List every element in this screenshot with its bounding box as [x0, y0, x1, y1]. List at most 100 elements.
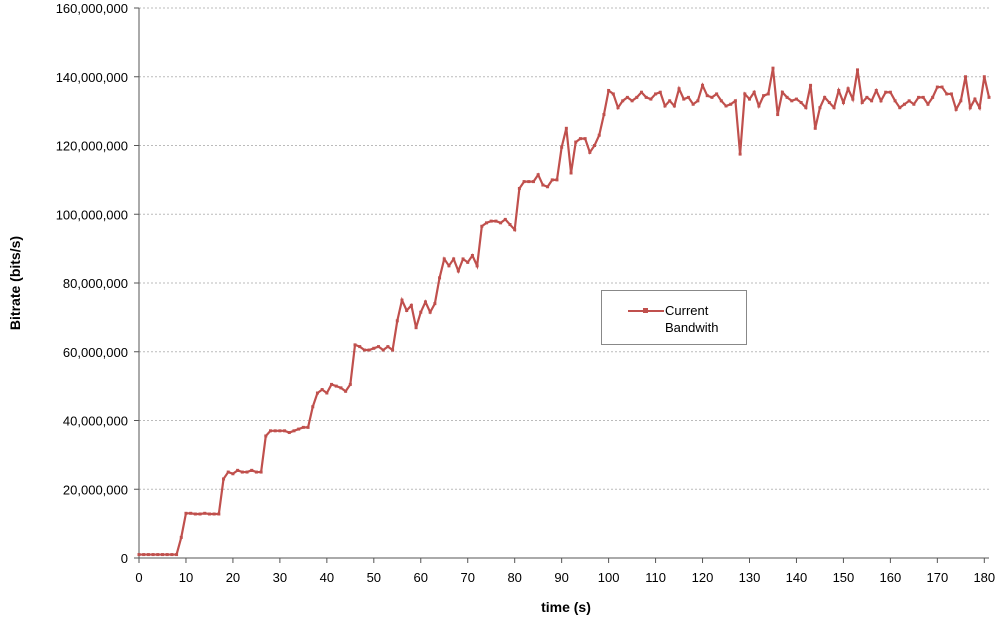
point-marker: [531, 180, 535, 184]
x-tick-label: 130: [739, 570, 761, 585]
point-marker: [649, 97, 653, 101]
point-marker: [508, 223, 512, 227]
point-marker: [931, 95, 935, 99]
point-marker: [832, 106, 836, 110]
point-marker: [470, 254, 474, 257]
point-marker: [719, 99, 723, 103]
point-marker: [841, 101, 845, 105]
point-marker: [921, 95, 925, 99]
x-tick-label: 110: [645, 570, 666, 585]
point-marker: [419, 310, 423, 314]
point-marker: [273, 429, 277, 433]
point-marker: [982, 75, 986, 79]
x-tick-label: 0: [135, 570, 142, 585]
point-marker: [301, 425, 305, 429]
y-tick-label: 100,000,000: [56, 207, 128, 222]
point-marker: [949, 92, 953, 96]
point-marker: [593, 144, 597, 147]
point-marker: [358, 345, 362, 349]
point-marker: [705, 94, 709, 98]
point-marker: [283, 429, 287, 433]
point-marker: [574, 140, 578, 144]
point-marker: [156, 553, 160, 557]
point-marker: [142, 553, 146, 557]
legend-marker: [643, 308, 648, 313]
point-marker: [203, 511, 207, 515]
point-marker: [146, 553, 150, 557]
point-marker: [917, 95, 921, 99]
point-marker: [611, 92, 615, 96]
point-marker: [729, 102, 733, 106]
x-tick-label: 120: [692, 570, 714, 585]
point-marker: [846, 87, 850, 91]
point-marker: [466, 260, 470, 264]
point-marker: [799, 101, 803, 105]
point-marker: [527, 180, 531, 184]
point-marker: [348, 382, 352, 386]
point-marker: [536, 173, 540, 177]
series-line: [139, 67, 991, 556]
point-marker: [423, 300, 427, 304]
point-marker: [165, 553, 169, 557]
y-tick-label: 80,000,000: [63, 276, 128, 291]
point-marker: [583, 137, 587, 141]
point-marker: [245, 470, 249, 474]
point-marker: [954, 107, 958, 111]
point-marker: [738, 152, 742, 156]
point-marker: [151, 553, 155, 557]
point-marker: [794, 97, 798, 101]
point-marker: [964, 75, 968, 79]
point-marker: [837, 89, 841, 92]
point-marker: [386, 345, 390, 349]
x-tick-label: 10: [179, 570, 193, 585]
point-marker: [438, 276, 442, 280]
point-marker: [499, 221, 503, 225]
point-marker: [315, 391, 319, 395]
point-marker: [898, 106, 902, 110]
point-marker: [475, 264, 479, 268]
point-marker: [179, 535, 183, 539]
x-tick-label: 80: [507, 570, 521, 585]
point-marker: [912, 102, 916, 106]
point-marker: [978, 106, 982, 110]
point-marker: [691, 102, 695, 106]
point-marker: [344, 389, 348, 393]
point-marker: [813, 126, 817, 130]
point-marker: [292, 429, 296, 433]
point-marker: [339, 386, 343, 390]
point-marker: [461, 257, 465, 261]
y-axis-label: Bitrate (bits/s): [7, 236, 23, 330]
point-marker: [489, 219, 493, 223]
x-axis-label: time (s): [541, 599, 591, 615]
point-marker: [827, 101, 831, 105]
point-marker: [372, 346, 376, 350]
x-tick-label: 180: [973, 570, 995, 585]
point-marker: [790, 99, 794, 103]
point-marker: [325, 391, 329, 395]
point-marker: [926, 102, 930, 106]
point-marker: [968, 106, 972, 110]
legend-label: Current Bandwith: [665, 303, 719, 335]
point-marker: [522, 180, 526, 184]
point-marker: [644, 95, 648, 99]
point-marker: [480, 224, 484, 228]
point-marker: [353, 343, 357, 347]
point-marker: [677, 87, 681, 91]
point-marker: [268, 429, 272, 433]
x-tick-label: 50: [367, 570, 381, 585]
x-tick-label: 20: [226, 570, 240, 585]
legend: Current Bandwith: [601, 290, 747, 345]
point-marker: [766, 92, 770, 96]
point-marker: [879, 99, 883, 103]
point-marker: [907, 99, 911, 103]
point-marker: [405, 309, 409, 312]
point-marker: [696, 99, 700, 103]
x-tick-label: 160: [880, 570, 902, 585]
point-marker: [851, 97, 855, 101]
point-marker: [494, 219, 498, 223]
point-marker: [541, 183, 545, 187]
point-marker: [654, 92, 658, 96]
point-marker: [236, 468, 240, 472]
point-marker: [170, 553, 174, 557]
point-marker: [175, 553, 179, 557]
